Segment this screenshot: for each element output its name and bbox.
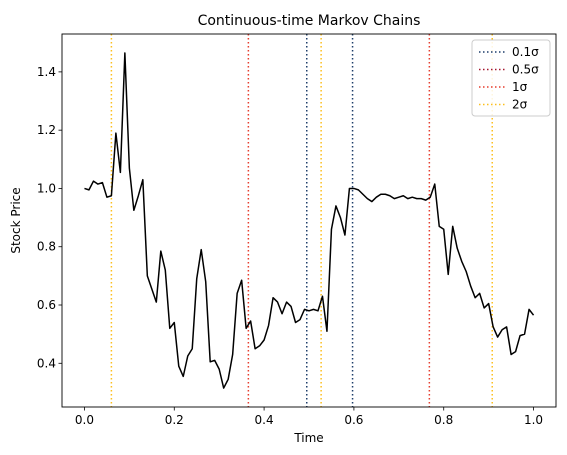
legend-box bbox=[471, 39, 551, 117]
x-tick-label: 0.6 bbox=[344, 413, 363, 427]
chart-title: Continuous-time Markov Chains bbox=[198, 13, 421, 29]
y-tick-label: 0.4 bbox=[37, 356, 56, 370]
x-axis-label: Time bbox=[293, 431, 323, 445]
legend-label-3: 2σ bbox=[512, 98, 528, 112]
x-tick-label: 0.2 bbox=[165, 413, 184, 427]
x-tick-label: 0.4 bbox=[255, 413, 274, 427]
x-tick-label: 1.0 bbox=[524, 413, 543, 427]
x-tick-label: 0.8 bbox=[434, 413, 453, 427]
series-line-0 bbox=[84, 52, 535, 389]
x-axis: 0.0 0.2 0.4 0.6 0.8 1.0 bbox=[75, 407, 543, 427]
legend-label-2: 1σ bbox=[512, 80, 528, 94]
y-axis-label: Stock Price bbox=[9, 187, 23, 253]
reference-lines bbox=[110, 34, 493, 407]
legend: 0.1σ 0.5σ 1σ 2σ bbox=[471, 39, 551, 117]
plot-frame bbox=[61, 33, 557, 408]
legend-label-0: 0.1σ bbox=[512, 45, 539, 59]
series-layer bbox=[84, 52, 535, 389]
legend-label-1: 0.5σ bbox=[512, 63, 539, 77]
y-tick-label: 1.0 bbox=[37, 181, 56, 195]
y-tick-label: 1.2 bbox=[37, 123, 56, 137]
y-axis: 0.4 0.6 0.8 1.0 1.2 1.4 bbox=[37, 65, 62, 370]
y-tick-label: 0.8 bbox=[37, 240, 56, 254]
y-tick-label: 0.6 bbox=[37, 298, 56, 312]
x-tick-label: 0.0 bbox=[75, 413, 94, 427]
y-tick-label: 1.4 bbox=[37, 65, 56, 79]
